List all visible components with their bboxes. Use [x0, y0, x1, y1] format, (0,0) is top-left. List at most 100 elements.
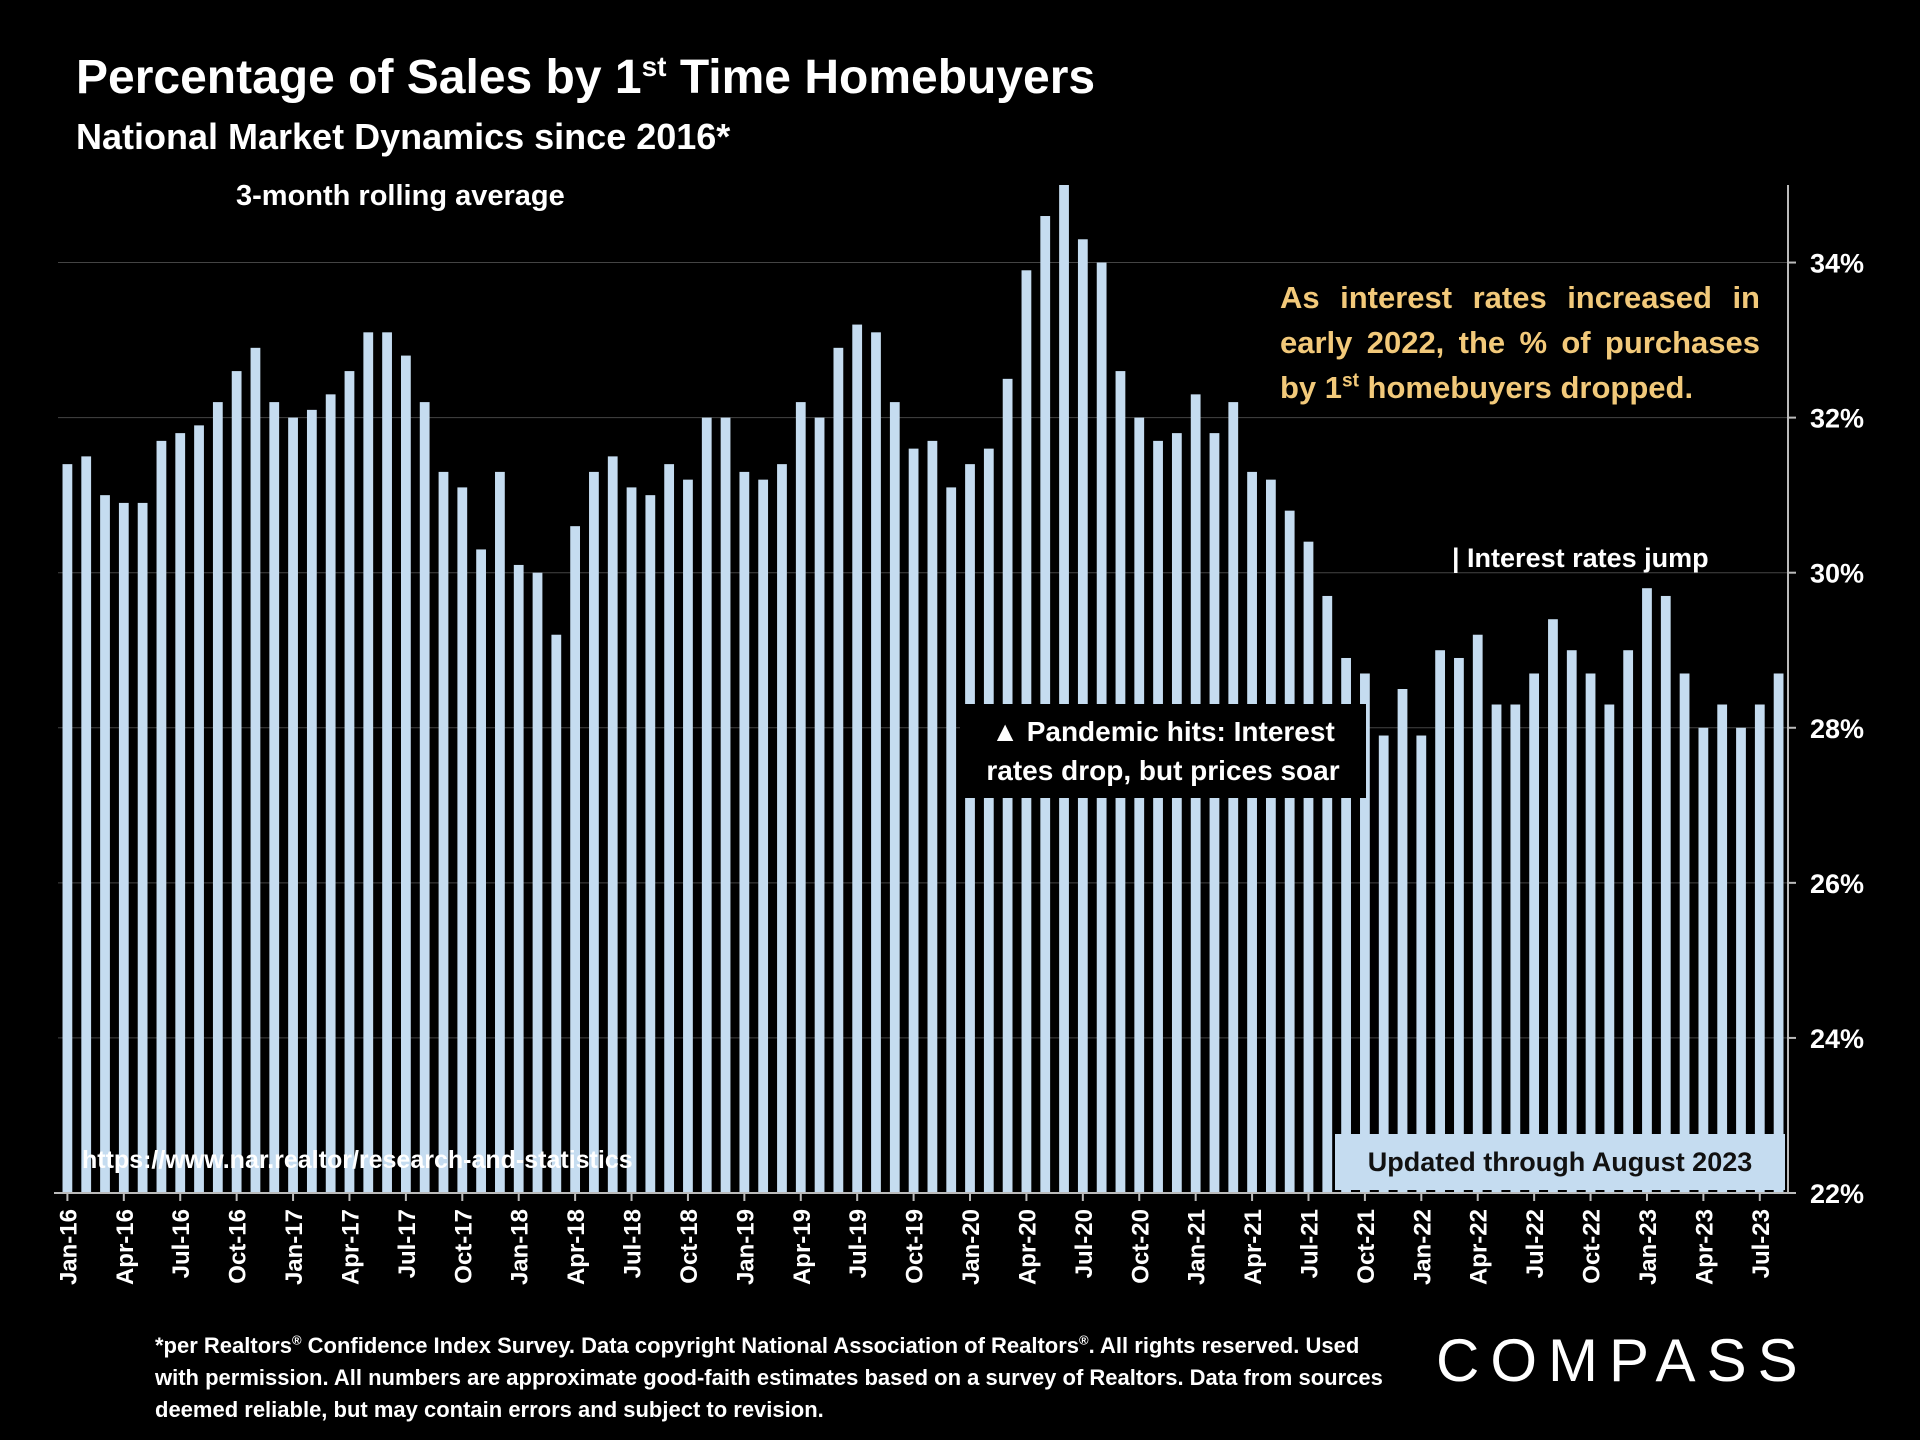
y-tick-label: 32% [1810, 404, 1864, 434]
bar [589, 471, 599, 1193]
x-tick-label: Jul-22 [1522, 1209, 1549, 1278]
bar [1454, 657, 1464, 1193]
x-tick-label: Oct-22 [1579, 1209, 1606, 1284]
x-tick-label: Jul-19 [845, 1209, 872, 1278]
bar [1322, 595, 1333, 1193]
bar [495, 471, 505, 1193]
bar [1472, 634, 1483, 1193]
bar [739, 471, 750, 1193]
bar [1660, 595, 1671, 1193]
bar [137, 502, 148, 1193]
bar [363, 332, 374, 1193]
x-tick-label: Jul-23 [1748, 1209, 1775, 1278]
bar [1153, 440, 1163, 1193]
bar [344, 371, 355, 1194]
x-tick-label: Jul-20 [1071, 1209, 1098, 1278]
x-axis: Jan-16 Apr-16 Jul-16 Oct-16 Jan-17 Apr-17 Jul-… [54, 1192, 1788, 1285]
bar [664, 464, 675, 1194]
bar [288, 417, 298, 1194]
chart-subtitle: National Market Dynamics since 2016* [76, 116, 731, 157]
bar [457, 487, 468, 1193]
pandemic-annotation: ▲ Pandemic hits: Interest rates drop, bu… [960, 704, 1366, 798]
bar [438, 471, 449, 1193]
bar [927, 440, 938, 1193]
x-tick-label: Oct-18 [676, 1209, 703, 1284]
bar [1378, 735, 1389, 1193]
bar [1529, 673, 1540, 1193]
bar [1360, 673, 1370, 1193]
bar [325, 394, 336, 1193]
bar [1341, 657, 1351, 1193]
bar [81, 456, 92, 1193]
x-tick-label: Apr-21 [1240, 1209, 1267, 1285]
bar [833, 347, 844, 1193]
bar [1604, 704, 1615, 1193]
footnote-p1: *per Realtors [155, 1333, 292, 1358]
bar [1773, 673, 1784, 1193]
x-tick-label: Apr-16 [112, 1209, 139, 1285]
bar [645, 495, 656, 1194]
bar [1585, 673, 1596, 1193]
bar [983, 448, 994, 1194]
bar [476, 549, 486, 1193]
x-tick-label: Jan-22 [1409, 1209, 1436, 1285]
x-tick-label: Jan-19 [732, 1209, 759, 1285]
bar [1209, 433, 1220, 1194]
bar [814, 417, 825, 1194]
x-tick-label: Jan-20 [958, 1209, 985, 1285]
bar [269, 402, 280, 1194]
rolling-average-note: 3-month rolling average [236, 180, 565, 212]
bar [1435, 650, 1446, 1193]
bar [1491, 704, 1502, 1193]
bar [852, 324, 863, 1194]
bar [1717, 704, 1728, 1193]
y-tick-label: 22% [1810, 1179, 1864, 1209]
bar [720, 417, 731, 1194]
bar [1416, 735, 1427, 1193]
bar [382, 332, 392, 1193]
bar [212, 402, 223, 1194]
bar [1265, 479, 1276, 1194]
bar [1548, 619, 1558, 1193]
x-tick-label: Oct-17 [450, 1209, 477, 1284]
bar [1642, 588, 1652, 1193]
bar [1698, 727, 1709, 1193]
x-tick-label: Jan-21 [1184, 1209, 1211, 1285]
bar [1754, 704, 1765, 1193]
chart-title-rest: Time Homebuyers [666, 51, 1096, 104]
bar [250, 347, 261, 1193]
footnote: *per Realtors® Confidence Index Survey. … [155, 1330, 1385, 1426]
bar [1510, 704, 1521, 1193]
callout-sup: st [1342, 370, 1359, 392]
footnote-p2: Confidence Index Survey. Data copyright … [301, 1333, 1080, 1358]
x-tick-label: Apr-20 [1014, 1209, 1041, 1285]
y-tick-label: 30% [1810, 559, 1864, 589]
x-tick-label: Jan-16 [55, 1209, 82, 1285]
bar [231, 371, 242, 1194]
x-tick-label: Apr-22 [1466, 1209, 1493, 1285]
x-tick-label: Apr-19 [789, 1209, 816, 1285]
bar [701, 417, 712, 1194]
bar [1623, 650, 1634, 1193]
updated-badge: Updated through August 2023 [1335, 1134, 1785, 1190]
x-tick-label: Jan-17 [281, 1209, 308, 1285]
bar [1171, 433, 1182, 1194]
bar [889, 402, 900, 1194]
bar [758, 479, 769, 1194]
bar [1566, 650, 1577, 1193]
bar [419, 402, 430, 1194]
bar [1247, 471, 1257, 1193]
callout-part2: homebuyers dropped. [1358, 370, 1694, 405]
x-tick-label: Oct-21 [1353, 1209, 1380, 1284]
x-tick-label: Oct-19 [902, 1209, 929, 1284]
bar [400, 355, 411, 1194]
bar [908, 448, 919, 1194]
x-tick-label: Apr-18 [563, 1209, 590, 1285]
bar [62, 464, 73, 1194]
bar [1134, 417, 1145, 1194]
bar [965, 464, 975, 1194]
bar [777, 464, 787, 1194]
chart-title-main: Percentage of Sales by 1 [76, 51, 642, 104]
bar [175, 433, 186, 1194]
source-url[interactable]: https://www.nar.realtor/research-and-sta… [82, 1146, 633, 1174]
